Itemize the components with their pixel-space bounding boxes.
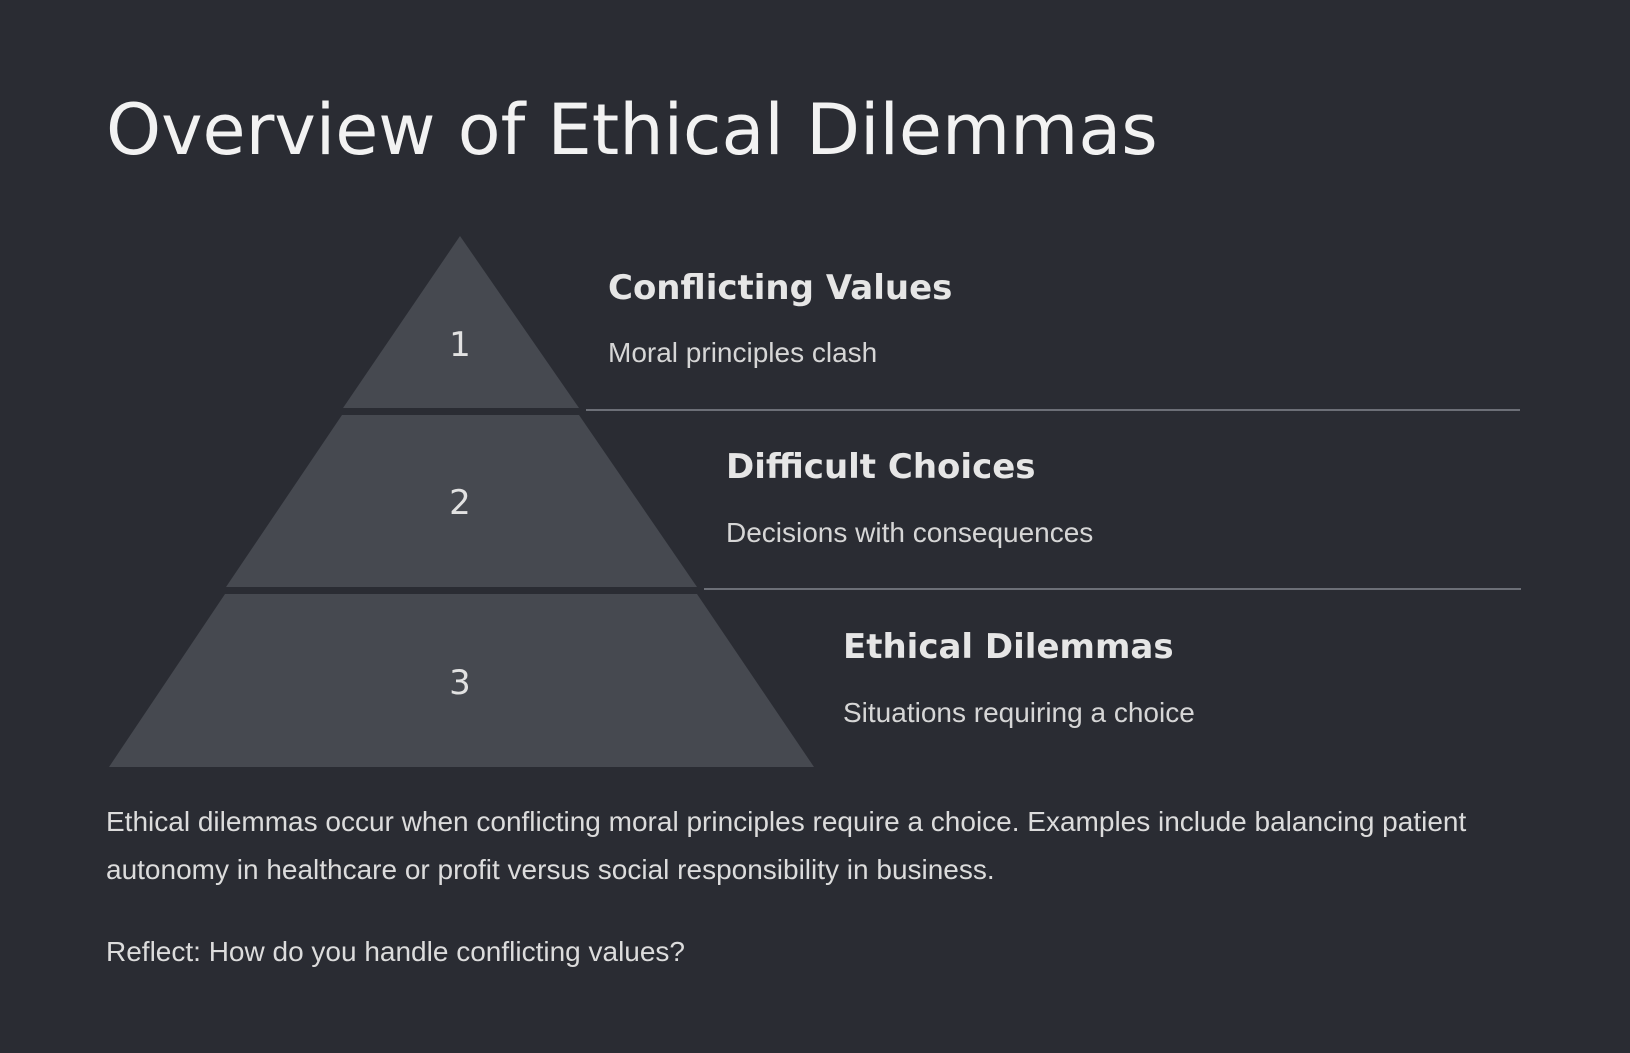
pyramid-tier-2: [226, 415, 697, 587]
reflect-prompt: Reflect: How do you handle conflicting v…: [106, 936, 686, 967]
page-title: Overview of Ethical Dilemmas: [106, 89, 1158, 171]
tier-3-heading: Ethical Dilemmas: [843, 627, 1174, 667]
tier-2-description: Decisions with consequences: [726, 517, 1094, 548]
tier-3-number: 3: [449, 663, 471, 703]
tier-2-divider: [704, 588, 1521, 590]
tier-1-divider: [586, 409, 1520, 411]
tier-3-description: Situations requiring a choice: [843, 697, 1195, 728]
tier-1-heading: Conflicting Values: [608, 268, 953, 308]
body-paragraph: Ethical dilemmas occur when conflicting …: [106, 806, 1467, 885]
pyramid-tier-1: [343, 236, 579, 408]
tier-2-number: 2: [449, 483, 471, 523]
tier-2-heading: Difficult Choices: [726, 447, 1036, 487]
pyramid-tier-3: [109, 594, 814, 767]
tier-1-number: 1: [449, 325, 471, 365]
tier-1-description: Moral principles clash: [608, 337, 878, 368]
